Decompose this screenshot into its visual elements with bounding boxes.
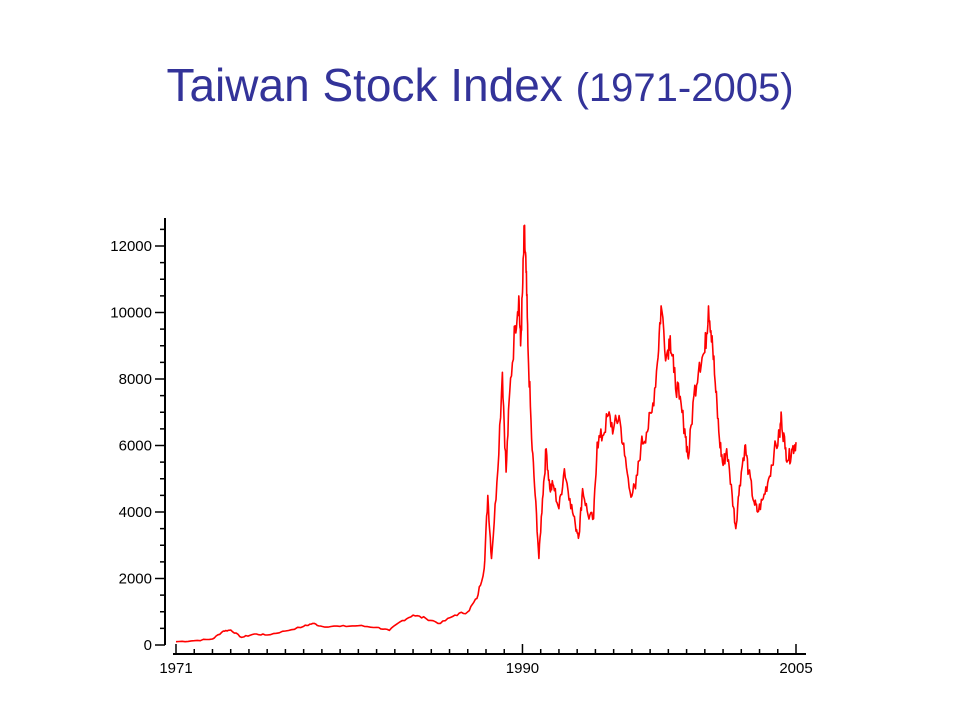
x-tick-label: 1990 — [506, 660, 539, 677]
title-years: (1971-2005) — [575, 66, 794, 110]
y-tick-label: 2000 — [119, 571, 152, 588]
x-tick-label: 2005 — [779, 660, 812, 677]
y-tick-label: 12000 — [110, 238, 152, 255]
title-main: Taiwan Stock Index — [166, 59, 563, 111]
series-group — [175, 224, 797, 643]
y-tick-label: 4000 — [119, 504, 152, 521]
slide-title: Taiwan Stock Index (1971-2005) — [0, 58, 960, 112]
y-tick-label: 8000 — [119, 371, 152, 388]
y-tick-label: 0 — [144, 637, 152, 654]
y-axis: 0 2000 4000 6000 8000 10000 12000 — [110, 218, 166, 654]
y-tick-label: 6000 — [119, 438, 152, 455]
y-tick-label: 10000 — [110, 305, 152, 322]
x-axis: 1971 1990 2005 — [159, 644, 813, 677]
x-tick-label: 1971 — [159, 660, 192, 677]
series-line — [175, 224, 797, 643]
